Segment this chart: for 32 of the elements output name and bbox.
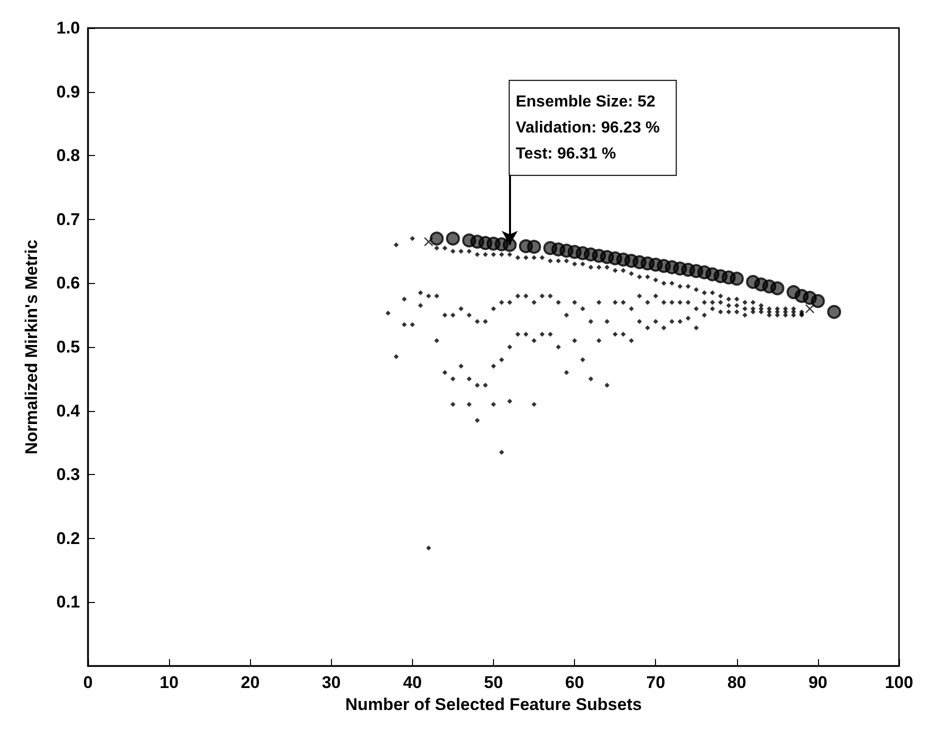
- x-tick-label: 90: [808, 673, 828, 692]
- y-tick-label: 0.4: [56, 401, 81, 420]
- y-tick-label: 0.1: [56, 592, 80, 612]
- point: [810, 294, 825, 308]
- x-tick-label: 50: [484, 673, 503, 692]
- x-tick-label: 70: [646, 673, 666, 692]
- point: [770, 281, 784, 296]
- x-tick-label: 0: [83, 673, 93, 692]
- annotation: Ensemble Size: 52 Validation: 96.23 % Test: 96.31 %: [516, 93, 660, 162]
- x-tick-label: 30: [322, 673, 341, 692]
- y-axis-title: Normalized Mirkin's Metric: [22, 240, 41, 454]
- point: [430, 232, 444, 246]
- point: [730, 272, 744, 286]
- point: [827, 304, 842, 319]
- y-tick-label: 0.7: [56, 210, 80, 229]
- x-tick-label: 80: [727, 673, 746, 692]
- x-tick-label: 10: [160, 673, 179, 692]
- x-tick-label: 20: [240, 673, 260, 692]
- x-tick-label: 40: [402, 673, 422, 692]
- x-tick-label: 100: [884, 673, 914, 692]
- y-tick-label: 0.9: [56, 82, 80, 102]
- point: [424, 237, 434, 246]
- y-tick-label: 0.3: [56, 465, 80, 484]
- x-axis-title: Number of Selected Feature Subsets: [345, 695, 642, 714]
- y-tick-label: 0.5: [56, 338, 80, 356]
- y-tick-label: 1.0: [56, 18, 80, 38]
- y-tick-label: 0.2: [56, 528, 80, 548]
- y-tick-label: 0.6: [56, 274, 80, 293]
- x-tick-label: 60: [565, 673, 584, 692]
- point: [527, 240, 542, 254]
- point: [446, 232, 460, 246]
- y-tick-label: 0.8: [56, 146, 80, 166]
